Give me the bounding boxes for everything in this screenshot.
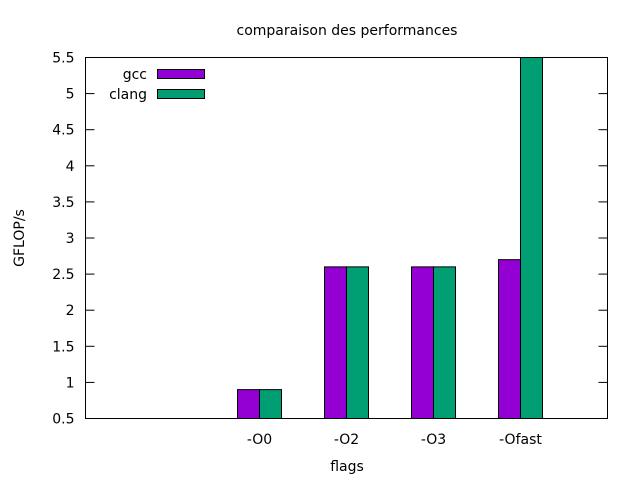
- y-tick-label: 5: [66, 87, 75, 103]
- y-axis-ticks: 0.5 1 1.5 2 2.5 3 3.5 4 4.5 5 5.5: [52, 51, 608, 428]
- chart-title: comparaison des performances: [237, 23, 458, 39]
- legend-swatch-clang: [157, 89, 205, 99]
- y-tick-label: 1: [66, 375, 75, 391]
- x-axis-label: flags: [330, 459, 364, 475]
- bar-gcc-O3: [411, 266, 434, 419]
- y-tick-label: 3.5: [52, 195, 74, 211]
- y-tick-label: 3: [66, 231, 75, 247]
- x-tick-label: -O2: [334, 432, 359, 448]
- y-tick-label: 4.5: [52, 123, 74, 139]
- y-tick-label: 4: [66, 159, 75, 175]
- y-tick-label: 2: [66, 303, 75, 319]
- x-axis-ticks: -O0 -O2 -O3 -Ofast: [247, 432, 543, 448]
- x-tick-label: -O3: [421, 432, 446, 448]
- y-tick-label: 2.5: [52, 267, 74, 283]
- bar-clang-O0: [259, 389, 282, 419]
- bars: [237, 57, 543, 419]
- legend-label-gcc: gcc: [123, 67, 147, 83]
- bar-clang-Ofast: [520, 57, 543, 419]
- y-tick-label: 5.5: [52, 51, 74, 67]
- legend-label-clang: clang: [109, 87, 147, 103]
- x-tick-label: -O0: [247, 432, 272, 448]
- y-axis-label: GFLOP/s: [12, 209, 28, 267]
- y-tick-label: 1.5: [52, 339, 74, 355]
- x-tick-label: -Ofast: [499, 432, 542, 448]
- bar-gcc-Ofast: [498, 259, 521, 419]
- legend-swatch-gcc: [157, 69, 205, 79]
- plot-area-border: [85, 57, 608, 419]
- y-tick-label: 0.5: [52, 412, 74, 428]
- legend: gcc clang: [109, 67, 205, 103]
- bar-clang-O2: [346, 266, 369, 419]
- bar-clang-O3: [433, 266, 456, 419]
- bar-gcc-O2: [324, 266, 347, 419]
- bar-gcc-O0: [237, 389, 260, 419]
